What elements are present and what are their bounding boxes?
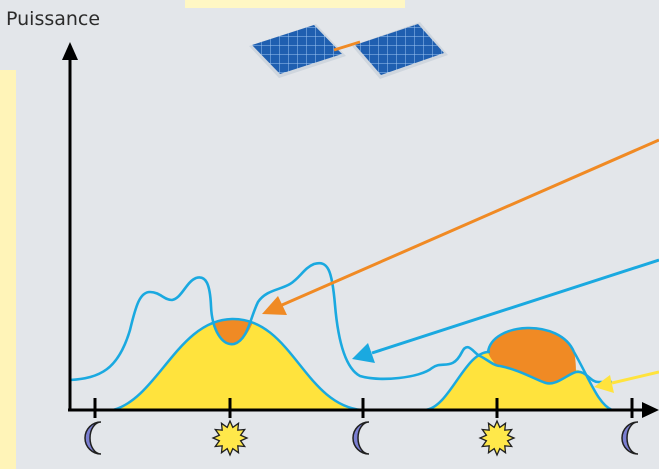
self-consumption-arrow — [262, 138, 659, 315]
x-axis-ticks — [93, 398, 634, 418]
y-axis-label: Puissance — [6, 8, 101, 30]
left-strip — [0, 70, 16, 469]
consumption-arrow — [352, 258, 659, 363]
top-strip — [185, 0, 405, 8]
consumption-line — [69, 261, 612, 385]
production-outline-day1 — [112, 317, 363, 412]
production-area-day2 — [425, 351, 612, 410]
moon-icon — [352, 421, 370, 455]
moon-icon — [84, 421, 102, 455]
production-outline-day2 — [424, 350, 613, 412]
production-area-day1 — [113, 318, 362, 410]
sun-icon — [211, 419, 249, 457]
self-consumption-outline-day2 — [486, 326, 576, 353]
production-arrow — [594, 370, 659, 393]
timeline-icons — [84, 419, 639, 457]
x-axis — [68, 402, 659, 418]
y-axis — [62, 42, 78, 411]
sun-icon — [478, 419, 516, 457]
solar-panel-icon — [249, 22, 448, 79]
self-consumption-day2 — [488, 327, 576, 384]
moon-icon — [621, 421, 639, 455]
